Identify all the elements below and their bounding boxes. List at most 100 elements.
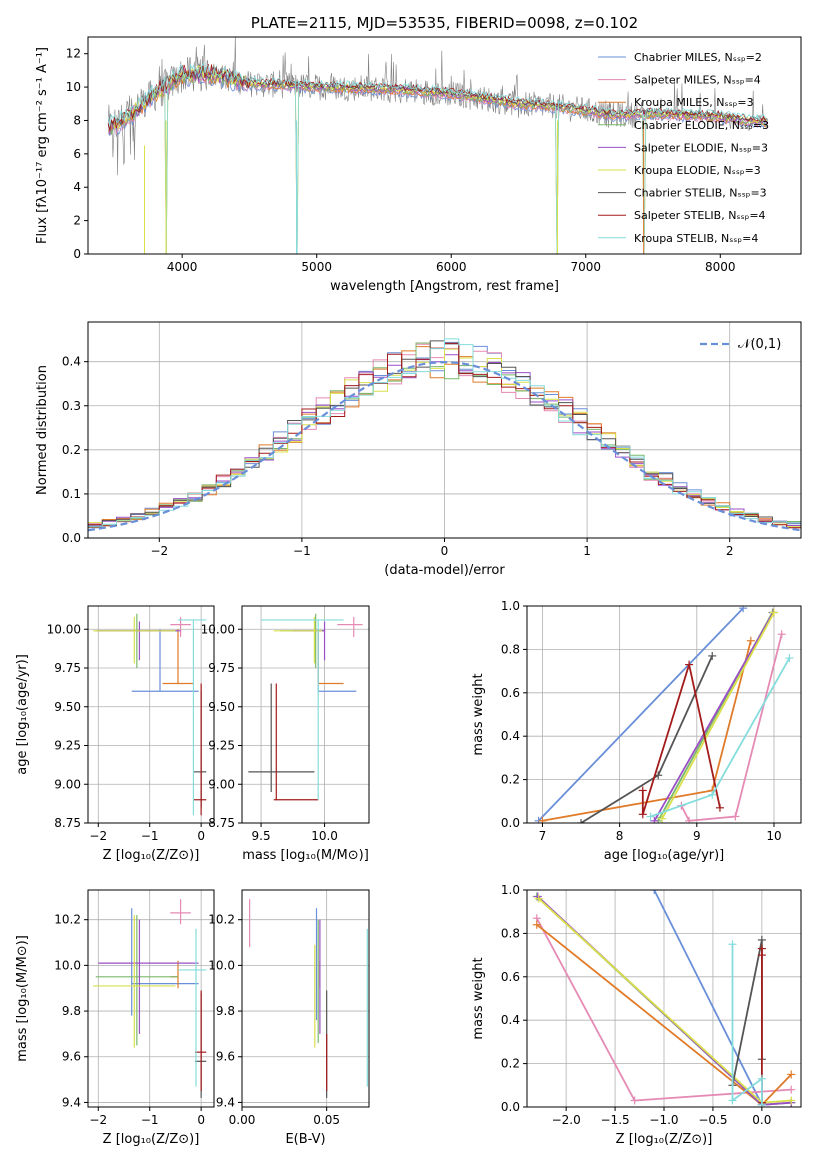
errorbar-salpeter-miles [170, 899, 191, 925]
y-axis-label: mass weight [471, 957, 486, 1039]
y-tick-label: 8.75 [208, 816, 235, 830]
errorbar-chabrier-elodie [95, 915, 178, 1046]
legend-entry: Kroupa MILES, Nₛₛₚ=3 [634, 96, 754, 109]
plot-area [248, 613, 363, 801]
weight-marker [757, 951, 766, 960]
weight-marker [577, 819, 586, 823]
x-tick-label: 4000 [167, 260, 198, 274]
weight-marker [650, 890, 659, 894]
y-tick-label: 2 [73, 214, 81, 228]
x-tick-label: 7000 [570, 260, 601, 274]
weight-line-salpeter-miles [680, 633, 783, 822]
y-tick-label: 0 [73, 247, 81, 261]
weight-marker [728, 940, 737, 949]
errorbar-kroupa-miles [162, 629, 194, 685]
axes: 9.5 10.0 8.75 9.00 9.25 9.50 9.75 10.00 mass [lo… [201, 605, 370, 863]
legend: 𝒩(0,1) [700, 337, 781, 352]
weight-marker [646, 812, 655, 821]
errorbar-kroupa-elodie [93, 915, 176, 1048]
x-tick-label: −1.0 [649, 1113, 678, 1127]
x-axis-label: Z [log₁₀(Z/Z⊙)] [616, 1132, 713, 1147]
y-tick-label: 0.4 [62, 355, 81, 369]
weight-marker [769, 608, 778, 617]
x-tick-label: −1.5 [601, 1113, 630, 1127]
y-tick-label: 0.0 [501, 816, 520, 830]
x-tick-label: 0 [441, 544, 449, 558]
grid-lines [88, 606, 214, 824]
errorbar-chabrier-stelib [193, 691, 207, 808]
grid-lines [527, 889, 801, 1108]
errorbar-chabrier-elodie [95, 613, 178, 668]
errorbar-salpeter-stelib [194, 990, 207, 1092]
weight-marker [650, 816, 659, 823]
weight-line-salpeter-elodie [537, 895, 792, 1106]
errorbar-kroupa-stelib [178, 619, 207, 816]
y-tick-label: 0.2 [501, 1057, 520, 1071]
y-axis-label: mass weight [471, 673, 486, 755]
y-tick-label: 6 [73, 147, 81, 161]
errorbar-kroupa-stelib [261, 619, 344, 800]
x-tick-label: 6000 [436, 260, 467, 274]
y-tick-label: 9.4 [216, 1095, 235, 1109]
x-tick-label: −2 [150, 544, 168, 558]
x-tick-label: 8 [616, 829, 624, 843]
weight-marker [630, 1096, 639, 1105]
weight-marker [534, 894, 543, 903]
x-axis-label: Z [log₁₀(Z/Z⊙)] [103, 1132, 200, 1147]
plot-area [534, 606, 794, 823]
weight-marker [728, 1096, 737, 1105]
x-tick-label: 0.05 [313, 1113, 340, 1127]
y-tick-label: 0.0 [62, 531, 81, 545]
plot-area [107, 37, 768, 254]
y-tick-label: 9.6 [216, 1050, 235, 1064]
model-line-kroupa-elodie [107, 65, 768, 254]
x-tick-label: 7 [539, 829, 547, 843]
y-tick-label: 4 [73, 180, 81, 194]
errorbar-kroupa-elodie [273, 616, 323, 664]
weight-line-kroupa-stelib [731, 944, 763, 1105]
x-tick-label: 2 [726, 544, 734, 558]
x-tick-label: 10 [766, 829, 781, 843]
x-tick-label: −1 [141, 829, 159, 843]
gaussian-curve [88, 360, 801, 532]
age-vs-mass-panel: 9.5 10.0 8.75 9.00 9.25 9.50 9.75 10.00 mass [lo… [201, 605, 370, 863]
legend: Chabrier MILES, Nₛₛₚ=2 Salpeter MILES, Nₛ… [598, 51, 769, 245]
axes-frame [241, 605, 370, 824]
weight-line-salpeter-elodie [653, 612, 774, 822]
y-tick-label: 0.6 [501, 970, 520, 984]
errorbar-salpeter-miles [337, 616, 363, 637]
y-axis-label: age [log₁₀(age/yr)] [15, 654, 30, 775]
axes-frame [526, 605, 802, 824]
y-tick-label: 1.0 [501, 599, 520, 613]
y-tick-label: 1.0 [501, 883, 520, 897]
y-tick-label: 12 [66, 47, 81, 61]
y-tick-label: 9.50 [208, 700, 235, 714]
age-vs-Z-panel: −2 −1 0 8.75 9.00 9.25 9.50 9.75 10.00 Z [log₁₀(Z… [15, 605, 215, 863]
weight-line-kroupa-elodie [538, 898, 792, 1104]
x-tick-label: 10.0 [311, 829, 338, 843]
axes: 4000 5000 6000 7000 8000 0 2 4 6 8 10 12 wavelength … [35, 36, 802, 294]
x-tick-label: −2.0 [552, 1113, 581, 1127]
legend-entry: Kroupa ELODIE, Nₛₛₚ=3 [634, 164, 761, 177]
weight-vs-age-panel: 7 8 9 10 0.0 0.2 0.4 0.6 0.8 1.0 age [log₁₀(age/yr… [471, 599, 802, 863]
y-tick-label: 0.8 [501, 642, 520, 656]
legend-entry: Chabrier ELODIE, Nₛₛₚ=3 [634, 119, 769, 132]
errorbar-chabrier-miles [131, 908, 199, 1016]
weight-line-kroupa-elodie [661, 612, 775, 820]
weight-marker [538, 816, 547, 823]
axes: 0.00 0.05 9.4 9.6 9.8 10.0 10.2 E(B-V) [208, 889, 370, 1147]
y-tick-label: 0.6 [501, 686, 520, 700]
errorbar-salpeter-elodie [98, 919, 199, 1034]
y-axis-label: Normed distribution [35, 365, 50, 495]
axes: −2 −1 0 1 2 0.0 0.1 0.2 0.3 0.4 (data-model)/error… [35, 321, 802, 578]
x-tick-label: 9.5 [252, 829, 271, 843]
y-tick-label: 10.2 [54, 913, 81, 927]
legend-entry: Salpeter MILES, Nₛₛₚ=4 [634, 74, 761, 87]
x-axis-label: (data-model)/error [384, 563, 505, 578]
y-tick-label: 0.0 [501, 1100, 520, 1114]
x-tick-label: −1 [293, 544, 311, 558]
axes-frame [87, 605, 215, 824]
weight-line-chabrier-miles [653, 890, 763, 1106]
weight-marker [785, 654, 794, 663]
